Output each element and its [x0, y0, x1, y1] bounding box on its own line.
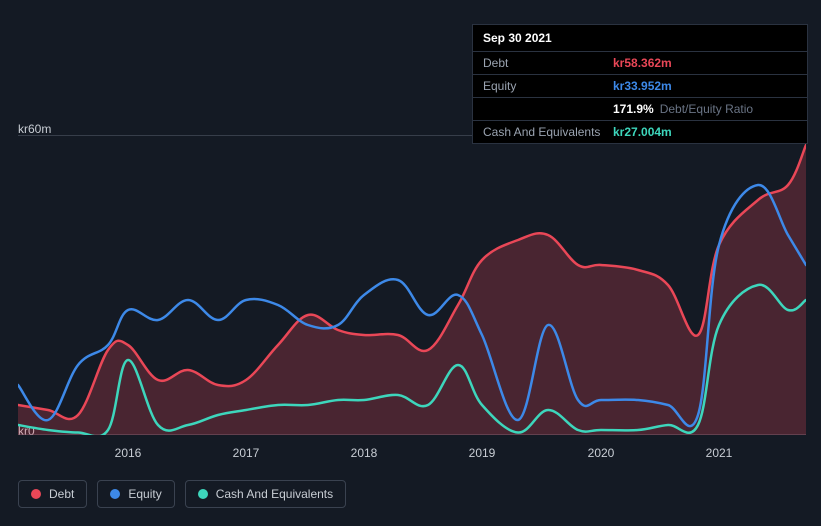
tooltip-row: 171.9% Debt/Equity Ratio: [473, 98, 807, 121]
legend-label: Cash And Equivalents: [216, 487, 333, 501]
ratio-value: 171.9%: [613, 102, 654, 116]
legend-item-debt[interactable]: Debt: [18, 480, 87, 508]
x-axis-tick: 2017: [233, 446, 260, 460]
legend: Debt Equity Cash And Equivalents: [18, 480, 346, 508]
x-axis-tick: 2020: [588, 446, 615, 460]
y-axis-label-60: kr60m: [18, 122, 51, 136]
financial-chart[interactable]: [18, 135, 806, 435]
tooltip-label: Debt: [483, 56, 613, 70]
x-axis-tick: 2016: [115, 446, 142, 460]
tooltip-row: Debt kr58.362m: [473, 52, 807, 75]
tooltip-value-ratio: 171.9% Debt/Equity Ratio: [613, 102, 753, 116]
dot-icon: [198, 489, 208, 499]
x-axis-tick: 2021: [706, 446, 733, 460]
x-axis: 2016 2017 2018 2019 2020 2021: [18, 446, 806, 466]
legend-label: Equity: [128, 487, 161, 501]
x-axis-tick: 2018: [351, 446, 378, 460]
tooltip-label: [483, 102, 613, 116]
tooltip-value-debt: kr58.362m: [613, 56, 672, 70]
tooltip-value-cash: kr27.004m: [613, 125, 672, 139]
tooltip-row: Cash And Equivalents kr27.004m: [473, 121, 807, 143]
ratio-suffix: Debt/Equity Ratio: [660, 102, 753, 116]
dot-icon: [31, 489, 41, 499]
dot-icon: [110, 489, 120, 499]
tooltip-label: Equity: [483, 79, 613, 93]
tooltip-date: Sep 30 2021: [473, 25, 807, 52]
x-axis-tick: 2019: [469, 446, 496, 460]
legend-label: Debt: [49, 487, 74, 501]
legend-item-cash[interactable]: Cash And Equivalents: [185, 480, 346, 508]
tooltip-row: Equity kr33.952m: [473, 75, 807, 98]
legend-item-equity[interactable]: Equity: [97, 480, 174, 508]
tooltip: Sep 30 2021 Debt kr58.362m Equity kr33.9…: [472, 24, 808, 144]
tooltip-label: Cash And Equivalents: [483, 125, 613, 139]
tooltip-value-equity: kr33.952m: [613, 79, 672, 93]
